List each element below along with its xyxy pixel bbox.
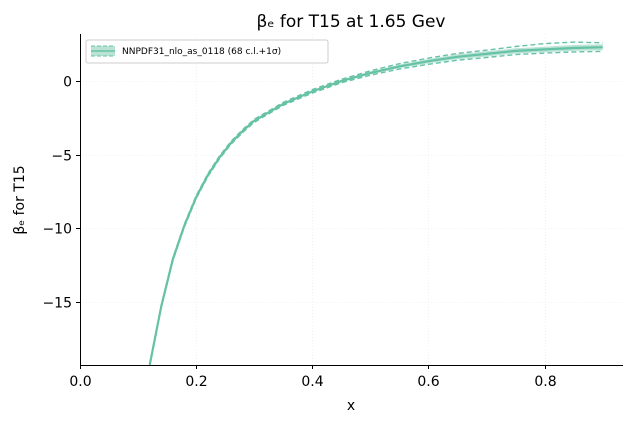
y-axis-title: βₑ for T15 (12, 165, 28, 234)
x-axis-title: x (347, 398, 355, 414)
legend: NNPDF31_nlo_as_0118 (68 c.l.+1σ) (85, 39, 329, 64)
series-group (148, 41, 603, 365)
x-tick-label: 0.0 (69, 374, 91, 390)
legend-label: NNPDF31_nlo_as_0118 (68 c.l.+1σ) (122, 47, 281, 57)
x-tick-label: 0.6 (417, 374, 439, 390)
x-ticks: 0.0 0.2 0.4 0.6 0.8 (69, 365, 557, 390)
y-tick-label: −5 (51, 149, 72, 165)
confidence-band (149, 44, 603, 365)
x-tick-label: 0.8 (534, 374, 556, 390)
y-tick-label: −15 (42, 296, 72, 312)
central-line (148, 46, 603, 365)
y-tick-label: −10 (42, 222, 72, 238)
x-tick-label: 0.4 (301, 374, 323, 390)
legend-box (85, 39, 329, 64)
sigma-lower-line (149, 50, 603, 365)
y-ticks: 0 −5 −10 −15 (42, 75, 80, 312)
y-tick-label: 0 (63, 75, 72, 91)
x-tick-label: 0.2 (185, 374, 207, 390)
chart-title: βₑ for T15 at 1.65 Gev (257, 12, 446, 32)
legend-swatch (91, 45, 115, 57)
sigma-upper-line (149, 41, 603, 364)
grid (80, 34, 623, 365)
plot-area (148, 41, 603, 365)
